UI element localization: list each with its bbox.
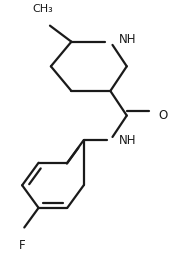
Text: NH: NH: [119, 33, 136, 46]
Text: CH₃: CH₃: [32, 4, 53, 14]
Text: O: O: [159, 109, 168, 122]
Text: NH: NH: [119, 134, 136, 147]
Text: F: F: [19, 239, 26, 252]
